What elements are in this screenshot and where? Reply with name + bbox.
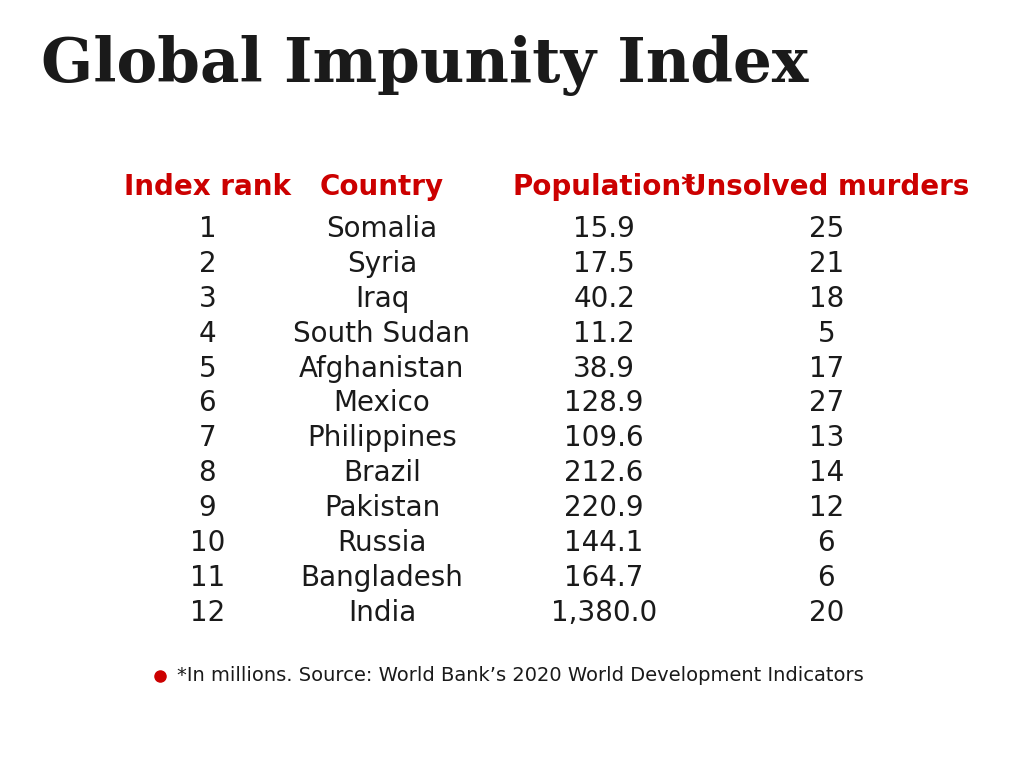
Text: 12: 12 [809,494,844,522]
Text: 6: 6 [199,390,216,417]
Text: 1,380.0: 1,380.0 [551,599,657,626]
Text: Afghanistan: Afghanistan [299,355,465,383]
Text: Mexico: Mexico [334,390,430,417]
Text: 109.6: 109.6 [564,424,644,452]
Text: 17.5: 17.5 [573,250,635,278]
Text: Syria: Syria [347,250,417,278]
Text: India: India [348,599,416,626]
Text: 17: 17 [809,355,844,383]
Text: 8: 8 [199,459,216,487]
Text: 20: 20 [809,599,844,626]
Text: Russia: Russia [337,529,427,557]
Text: Philippines: Philippines [307,424,457,452]
Text: 18: 18 [809,285,844,312]
Text: 40.2: 40.2 [573,285,635,312]
Text: Pakistan: Pakistan [324,494,440,522]
Text: 164.7: 164.7 [564,564,644,592]
Text: 7: 7 [199,424,216,452]
Text: 15.9: 15.9 [573,215,635,243]
Text: 4: 4 [199,319,216,348]
Text: Iraq: Iraq [354,285,410,312]
Text: 25: 25 [809,215,844,243]
Text: 3: 3 [199,285,216,312]
Text: 14: 14 [809,459,844,487]
Text: 21: 21 [809,250,844,278]
Text: 11: 11 [189,564,225,592]
Text: 220.9: 220.9 [564,494,644,522]
Text: 1: 1 [199,215,216,243]
Text: 5: 5 [199,355,216,383]
Text: 11.2: 11.2 [573,319,635,348]
Text: Index rank: Index rank [124,173,291,201]
Text: Country: Country [319,173,444,201]
Text: 6: 6 [817,564,836,592]
Text: 10: 10 [189,529,225,557]
Text: 2: 2 [199,250,216,278]
Text: 27: 27 [809,390,844,417]
Text: 5: 5 [817,319,836,348]
Text: Unsolved murders: Unsolved murders [684,173,969,201]
Text: 144.1: 144.1 [564,529,644,557]
Text: South Sudan: South Sudan [294,319,470,348]
Text: Global Impunity Index: Global Impunity Index [41,35,808,96]
Text: 9: 9 [199,494,216,522]
Text: 6: 6 [817,529,836,557]
Text: 38.9: 38.9 [573,355,635,383]
Text: 212.6: 212.6 [564,459,644,487]
Text: Somalia: Somalia [327,215,437,243]
Text: 13: 13 [809,424,844,452]
Text: Bangladesh: Bangladesh [300,564,464,592]
Text: *In millions. Source: World Bank’s 2020 World Development Indicators: *In millions. Source: World Bank’s 2020 … [177,666,864,686]
Text: 12: 12 [189,599,225,626]
Text: Population*: Population* [512,173,696,201]
Text: Brazil: Brazil [343,459,421,487]
Text: 128.9: 128.9 [564,390,644,417]
